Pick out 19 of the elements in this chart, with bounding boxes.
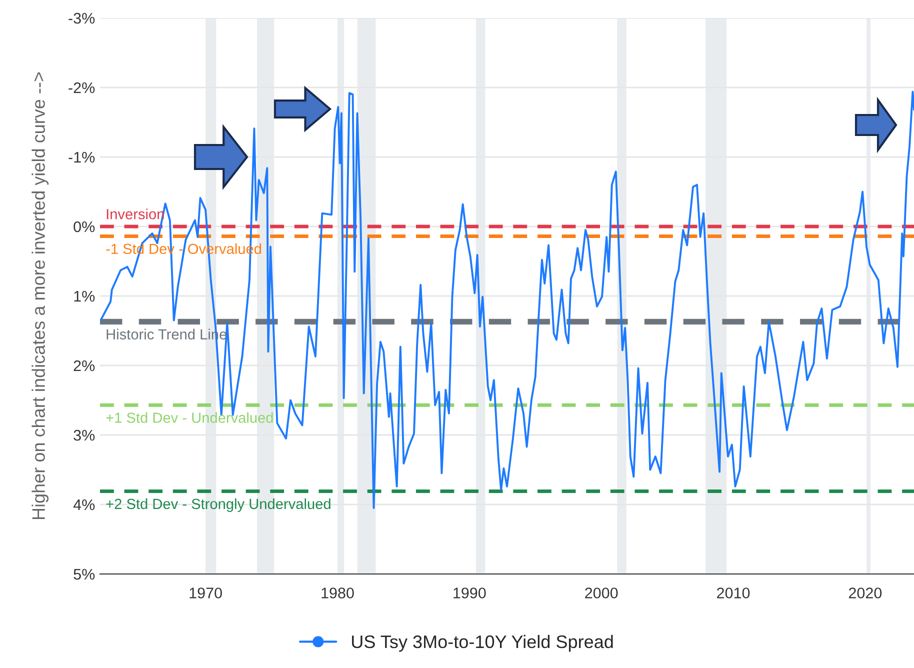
y-tick-label: -1% (68, 152, 95, 163)
y-axis-title: Higher on chart indicates a more inverted yield curve --> (32, 72, 49, 520)
x-tick-label: 1990 (454, 588, 486, 598)
x-tick-label: 2000 (585, 588, 618, 598)
y-tick-label: 3% (74, 430, 95, 441)
y-tick-label: 4% (73, 499, 95, 510)
y-tick-label: 5% (74, 568, 95, 580)
y-tick-label: -2% (68, 82, 95, 94)
y-tick-label: 0% (74, 221, 95, 232)
legend-label: US Tsy 3Mo-to-10Y Yield Spread (352, 634, 613, 652)
y-tick-label: -3% (68, 12, 95, 24)
x-tick-label: 1970 (190, 588, 222, 598)
ref-line-label: +2 Std Dev - Strongly Undervalued (106, 498, 330, 512)
y-tick-label: 2% (74, 360, 95, 372)
y-tick-label: 1% (74, 290, 95, 302)
ref-line-label: +1 Std Dev - Undervalued (106, 412, 273, 423)
x-tick-label: 2020 (848, 588, 882, 598)
x-tick-label: 2010 (717, 588, 750, 598)
x-tick-label: 1980 (322, 588, 354, 598)
